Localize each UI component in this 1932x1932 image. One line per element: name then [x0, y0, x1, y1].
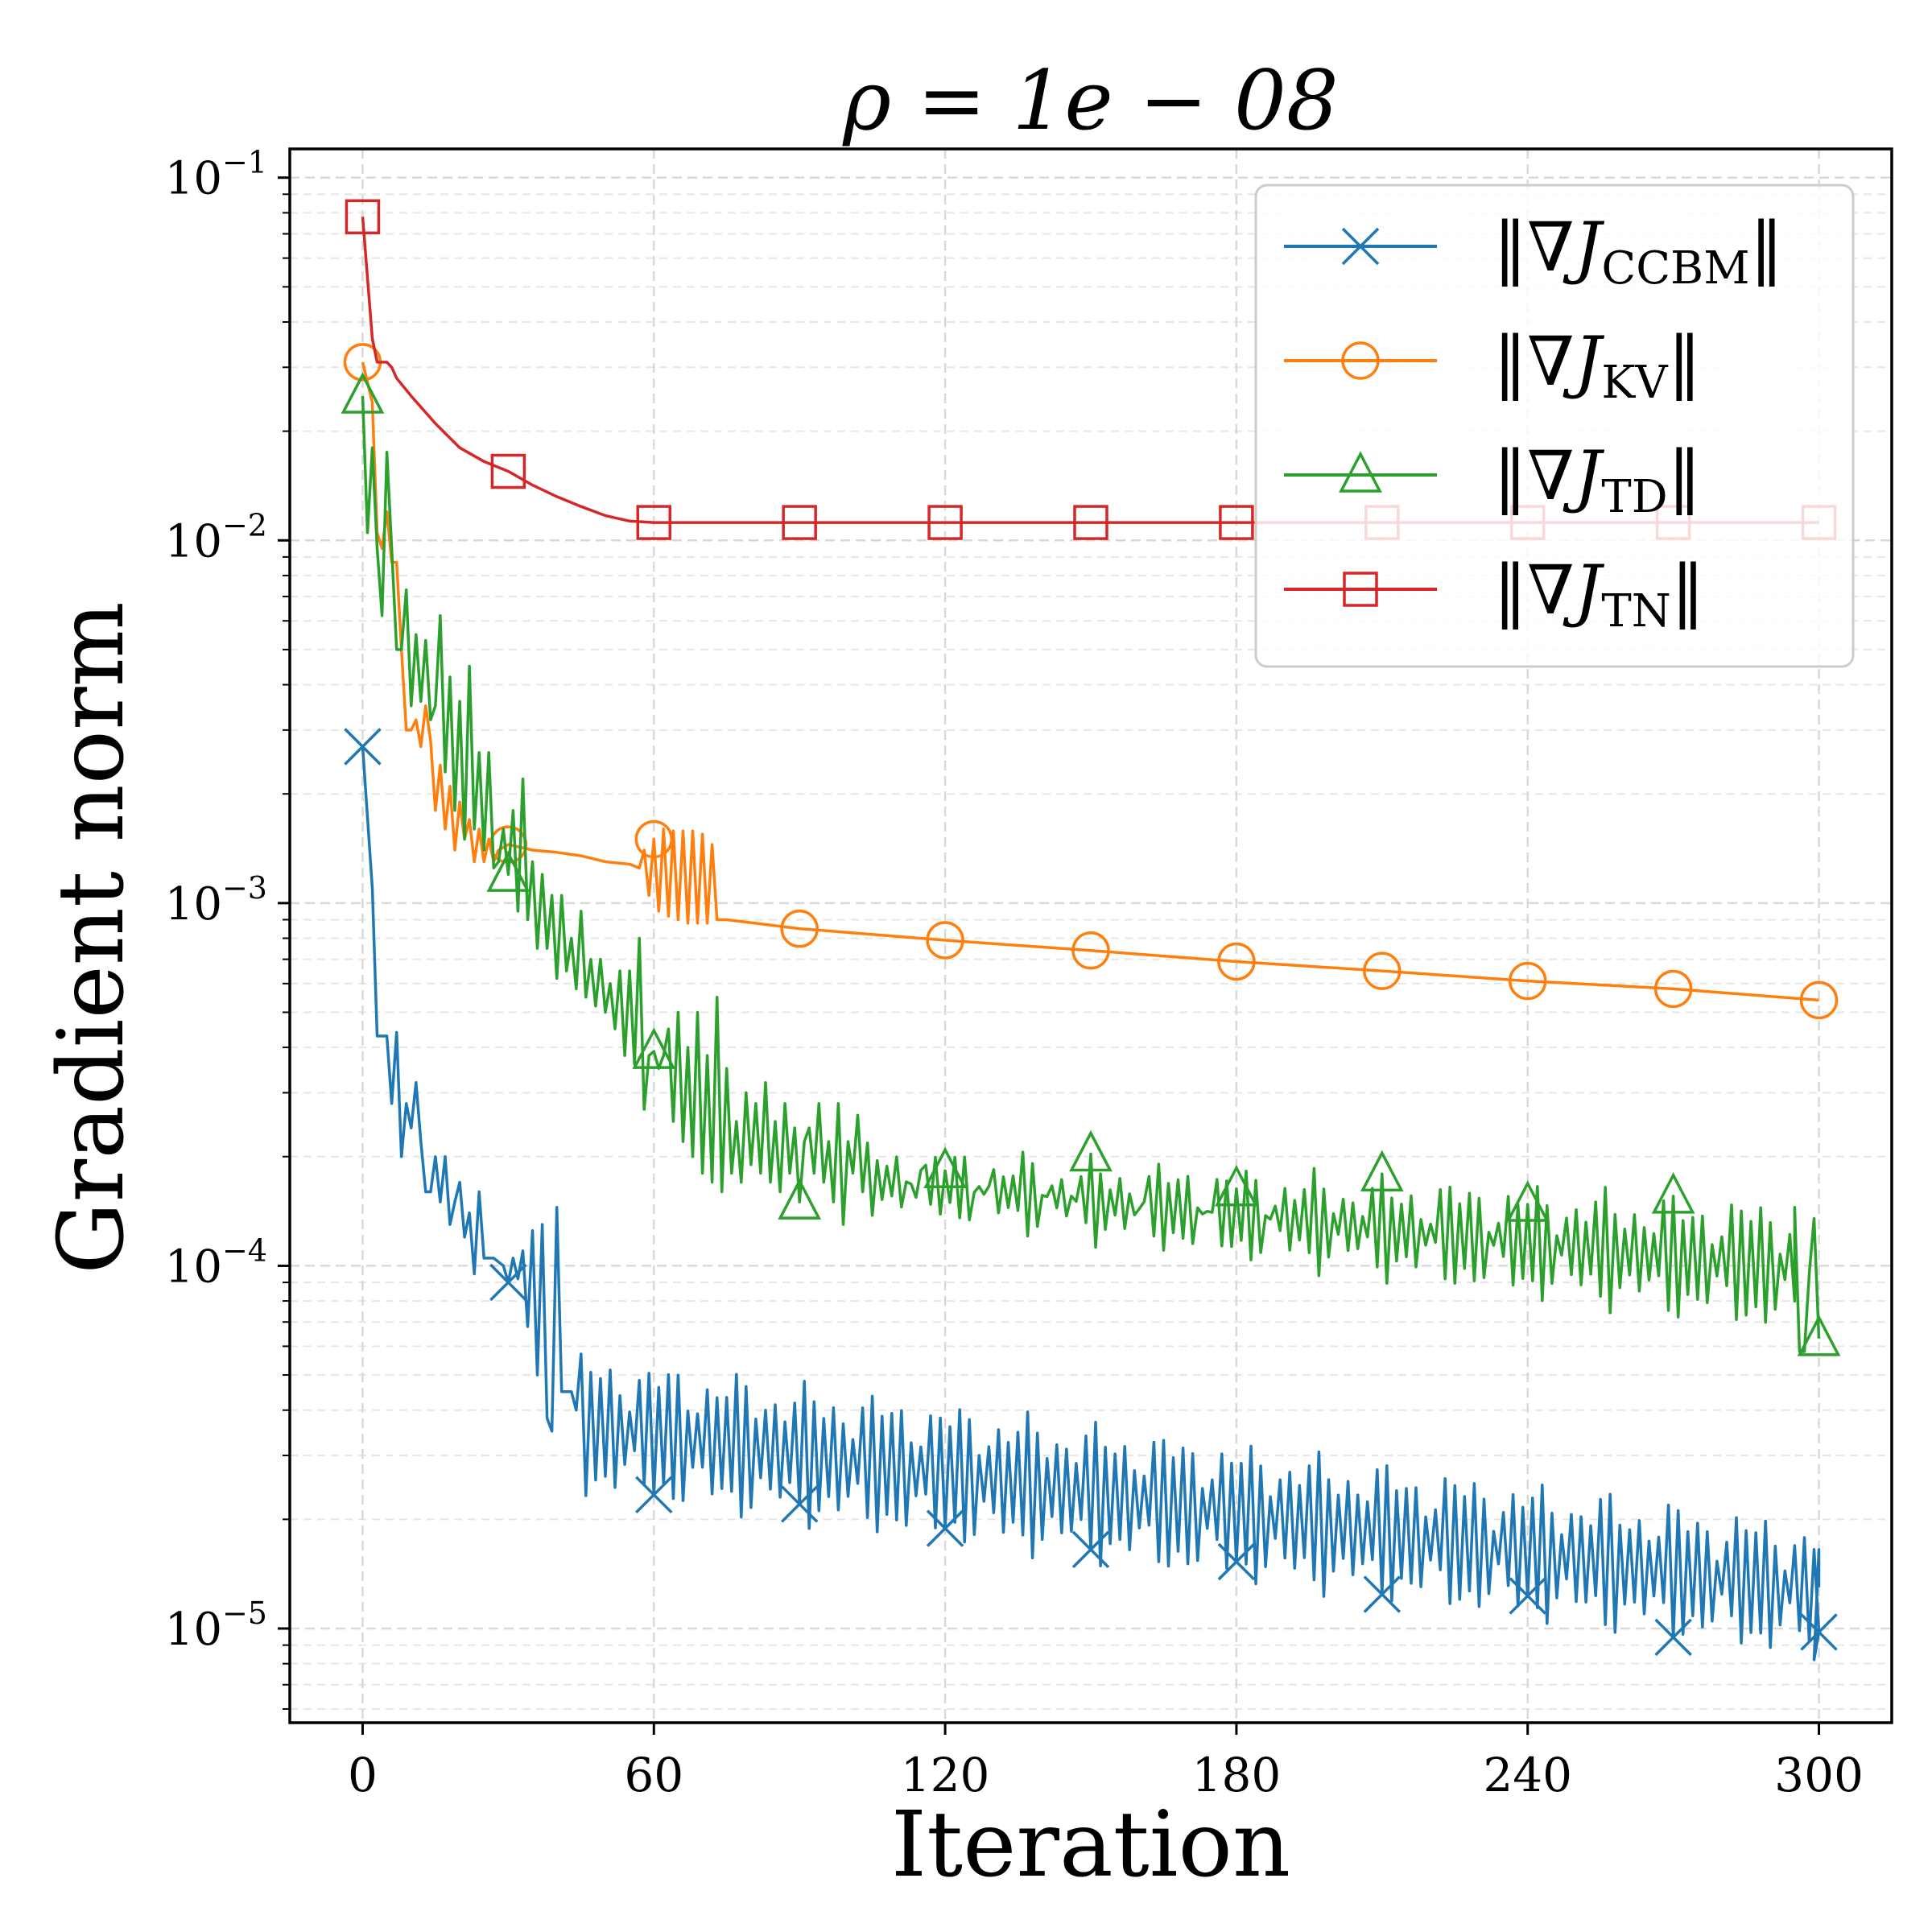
data-point-marker [1797, 1315, 1841, 1356]
data-point-marker [1509, 1577, 1546, 1615]
legend: ‖∇JCCBM‖ ‖∇JKV‖ ‖∇JTD‖ ‖∇JTN‖ [1254, 184, 1855, 668]
data-point-marker [1215, 1165, 1258, 1207]
data-point-marker [632, 1027, 676, 1069]
x-tick-label: 120 [901, 1748, 990, 1802]
y-tick-label: 10−1 [165, 145, 267, 205]
legend-label: ‖∇JTD‖ [1493, 436, 1702, 523]
x-tick-label: 240 [1483, 1748, 1572, 1802]
x-tick-label: 300 [1774, 1748, 1864, 1802]
legend-entry: ‖∇JKV‖ [1284, 322, 1702, 409]
series-line [361, 217, 1819, 524]
y-tick-label: 10−4 [165, 1232, 267, 1293]
series-layer [341, 199, 1841, 1662]
x-tick-label: 180 [1192, 1748, 1282, 1802]
y-tick-label: 10−2 [165, 507, 267, 568]
data-point-marker [1343, 572, 1378, 607]
y-axis-label: Gradient norm [39, 601, 144, 1274]
data-point-marker [635, 1476, 673, 1514]
data-point-marker [1653, 969, 1693, 1009]
data-point-marker [1654, 1618, 1692, 1657]
data-point-marker [1651, 1172, 1695, 1214]
data-point-marker [1219, 505, 1254, 540]
data-point-marker [1073, 505, 1108, 540]
data-point-marker [1360, 1150, 1404, 1192]
data-point-marker [1069, 1129, 1113, 1172]
data-point-marker [489, 1263, 527, 1302]
legend-entry: ‖∇JTN‖ [1284, 551, 1705, 638]
data-point-marker [1217, 1542, 1256, 1581]
series-kv [343, 343, 1839, 1020]
data-point-marker [782, 505, 817, 540]
data-point-marker [1071, 931, 1110, 970]
data-point-marker [345, 199, 381, 235]
data-point-marker [923, 1146, 967, 1189]
series-line [361, 746, 1821, 1662]
legend-label: ‖∇JTN‖ [1493, 551, 1705, 638]
plot-frame [288, 147, 1893, 1724]
data-point-marker [780, 909, 819, 948]
legend-box [1254, 184, 1855, 668]
x-axis-label: Iteration [891, 1793, 1290, 1897]
data-point-marker [344, 728, 382, 766]
data-point-marker [490, 453, 526, 489]
data-point-marker [486, 850, 530, 892]
data-point-marker [634, 819, 674, 859]
data-point-marker [780, 1485, 819, 1523]
data-point-marker [926, 921, 964, 960]
series-td [341, 372, 1841, 1356]
data-point-marker [926, 1509, 964, 1547]
y-tick-label: 10−3 [165, 870, 267, 931]
legend-entry: ‖∇JCCBM‖ [1284, 208, 1784, 295]
data-point-marker [927, 505, 963, 540]
data-point-marker [1071, 1530, 1110, 1569]
series-line [361, 395, 1821, 1353]
data-point-marker [1341, 227, 1380, 266]
y-tick-label: 10−5 [165, 1596, 267, 1656]
data-point-marker [1508, 961, 1547, 1001]
legend-label: ‖∇JKV‖ [1493, 322, 1702, 409]
data-point-marker [1363, 952, 1402, 990]
series-line [361, 361, 1819, 1002]
series-ccbm [344, 728, 1838, 1662]
data-point-marker [1799, 980, 1839, 1020]
data-point-marker [341, 372, 385, 414]
data-point-marker [1341, 341, 1380, 380]
legend-entry: ‖∇JTD‖ [1284, 436, 1702, 523]
data-point-marker [1339, 451, 1382, 493]
data-point-marker [1800, 1613, 1838, 1651]
chart-title: ρ = 1e − 08 [842, 53, 1339, 149]
data-point-marker [1505, 1180, 1550, 1222]
legend-label: ‖∇JCCBM‖ [1493, 208, 1784, 295]
axis-ticks: 10−1 10−2 10−3 10−4 10−5 0 60 120 180 240 300 [165, 145, 1864, 1802]
x-tick-label: 60 [624, 1748, 683, 1802]
data-point-marker [636, 505, 672, 540]
data-point-marker [1363, 1575, 1402, 1613]
data-point-marker [1217, 942, 1256, 981]
x-tick-label: 0 [348, 1748, 378, 1802]
data-point-marker [778, 1178, 822, 1220]
